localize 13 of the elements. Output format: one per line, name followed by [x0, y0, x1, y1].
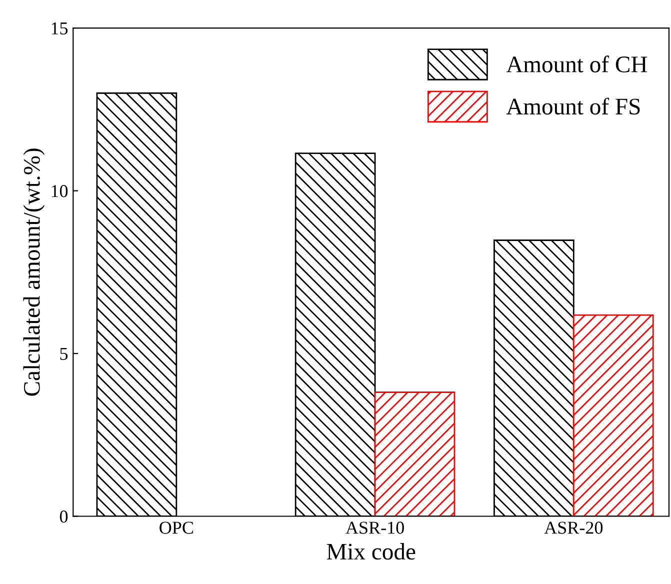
y-tick-label: 0 — [60, 510, 68, 523]
y-axis-title: Calculated amount/(wt.%) — [23, 148, 45, 396]
x-tick-label: ASR-10 — [346, 522, 404, 534]
x-axis-title: Mix code — [326, 543, 416, 560]
bar — [374, 392, 456, 516]
x-tick-label: OPC — [160, 522, 193, 534]
legend-label: Amount of FS — [506, 98, 640, 115]
bar — [572, 314, 654, 516]
y-tick-label: 15 — [52, 22, 68, 34]
x-tick-label: ASR-20 — [544, 522, 603, 534]
y-tick-label: 10 — [52, 185, 68, 198]
legend-label: Amount of CH — [506, 56, 648, 72]
y-tick-label: 5 — [60, 348, 68, 360]
